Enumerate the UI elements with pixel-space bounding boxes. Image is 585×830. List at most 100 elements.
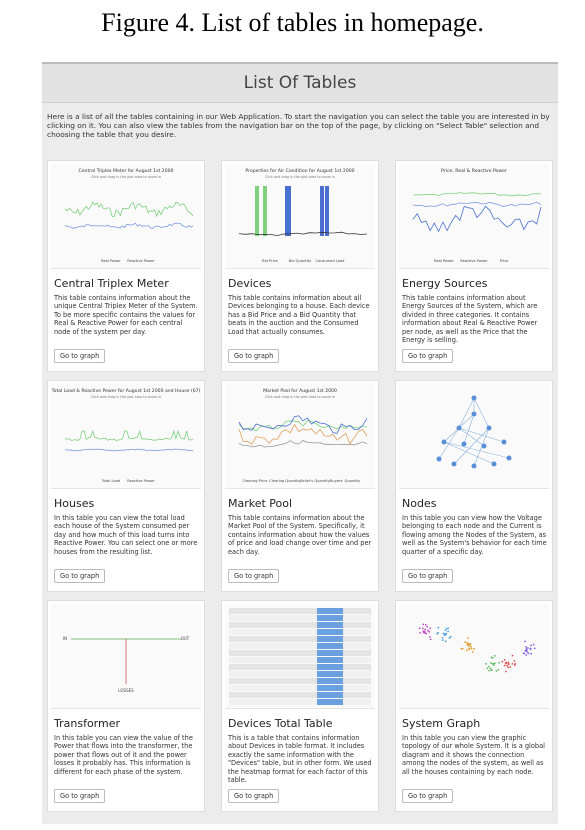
graph-node — [444, 640, 447, 643]
tree-node — [471, 411, 477, 417]
thumb-subtitle: Click and drag in the plot area to zoom … — [265, 175, 335, 179]
go-to-graph-button[interactable]: Go to graph — [228, 349, 280, 363]
heat-cell — [317, 664, 343, 670]
graph-node — [513, 664, 516, 667]
table-card[interactable]: IN OUT LOSSES Transformer In this table you … — [47, 600, 205, 812]
thumb-line — [412, 201, 542, 208]
card-description: This is a table that contains informatio… — [228, 734, 372, 785]
go-to-graph-button[interactable]: Go to graph — [402, 789, 454, 803]
graph-node — [501, 660, 504, 663]
graph-node — [418, 627, 421, 630]
graph-node — [441, 636, 444, 639]
tree-node — [481, 443, 487, 449]
heat-cell — [317, 699, 343, 705]
table-row — [229, 692, 371, 698]
card-description: This table contains information about al… — [228, 294, 370, 336]
graph-node — [422, 627, 424, 630]
graph-node — [422, 631, 425, 634]
table-row — [229, 643, 371, 649]
go-to-graph-button[interactable]: Go to graph — [228, 569, 280, 583]
app-panel: List Of Tables Here is a list of all the… — [42, 62, 558, 824]
card-title: Houses — [54, 497, 95, 510]
thumbnail-chart: Central Triplex Meter for August 1st 200… — [64, 168, 194, 263]
table-card[interactable]: Market Pool for August 1st 2000 Click and… — [221, 380, 379, 592]
graph-node — [523, 652, 526, 655]
table-card[interactable]: Central Triplex Meter for August 1st 200… — [47, 160, 205, 372]
heat-cell — [317, 692, 343, 698]
graph-node — [525, 646, 527, 648]
thumbnail-chart: Total Load & Reactive Power for August 1… — [51, 388, 201, 483]
thumbnail: Properties for Air Condition for August … — [225, 164, 375, 269]
tree-node — [486, 425, 492, 431]
graph-node — [426, 625, 429, 628]
card-description: In this table you can view the total loa… — [54, 514, 198, 556]
thumb-line — [64, 222, 194, 229]
graph-node — [507, 661, 510, 664]
graph-node — [443, 634, 446, 637]
heat-cell — [317, 608, 343, 614]
card-title: Energy Sources — [402, 277, 488, 290]
thumb-legend: Price — [500, 259, 510, 263]
graph-node — [530, 644, 532, 647]
heat-cell — [317, 657, 343, 663]
graph-node — [447, 627, 450, 630]
thumb-line — [238, 415, 368, 434]
graph-node — [526, 647, 529, 649]
go-to-graph-button[interactable]: Go to graph — [54, 349, 106, 363]
graph-node — [487, 665, 490, 668]
thumbnail-chart: IN OUT LOSSES — [63, 636, 190, 693]
thumbnail-chart — [229, 608, 371, 705]
graph-node — [493, 654, 496, 657]
tree-node — [501, 439, 507, 445]
graph-node — [493, 662, 496, 665]
card-title: Nodes — [402, 497, 437, 510]
table-card[interactable]: Nodes In this table you can view how the … — [395, 380, 553, 592]
thumb-bar — [320, 186, 324, 236]
go-to-graph-button[interactable]: Go to graph — [228, 789, 280, 803]
table-card[interactable]: Total Load & Reactive Power for August 1… — [47, 380, 205, 592]
card-description: In this table you can view how the Volta… — [402, 514, 547, 556]
tree-node — [471, 395, 477, 401]
thumbnail-chart: Properties for Air Condition for August … — [238, 168, 368, 263]
table-row — [229, 657, 371, 663]
tree-edge — [473, 397, 490, 429]
thumb-line — [64, 429, 194, 442]
table-row — [229, 650, 371, 656]
thumb-line — [64, 201, 194, 218]
thumbnail: IN OUT LOSSES — [51, 604, 201, 709]
heat-cell — [317, 685, 343, 691]
graph-node — [423, 630, 426, 633]
graph-node — [465, 649, 468, 652]
table-card[interactable]: Properties for Air Condition for August … — [221, 160, 379, 372]
thumb-legend: Real Power — [101, 259, 121, 263]
tree-edge — [458, 397, 475, 429]
graph-node — [506, 664, 509, 667]
go-to-graph-button[interactable]: Go to graph — [402, 569, 454, 583]
intro-text: Here is a list of all the tables contain… — [47, 112, 550, 139]
table-card[interactable]: Devices Total Table This is a table that … — [221, 600, 379, 812]
graph-node — [424, 628, 427, 631]
card-title: System Graph — [402, 717, 481, 730]
graph-node — [513, 659, 516, 662]
graph-node — [428, 636, 431, 638]
thumbnail-chart — [436, 395, 512, 469]
graph-node — [507, 663, 510, 666]
thumbnail: Central Triplex Meter for August 1st 200… — [51, 164, 201, 269]
tree-node — [441, 439, 447, 445]
go-to-graph-button[interactable]: Go to graph — [54, 789, 106, 803]
graph-node — [511, 662, 514, 665]
graph-node — [509, 666, 512, 669]
go-to-graph-button[interactable]: Go to graph — [402, 349, 454, 363]
graph-node — [507, 666, 510, 669]
table-card[interactable]: Price, Real & Reactive Power Real Power Re… — [395, 160, 553, 372]
table-card[interactable]: System Graph In this table you can view t… — [395, 600, 553, 812]
thumb-legend: Clearing Price — [243, 479, 269, 483]
card-description: This table contains information about En… — [402, 294, 538, 345]
graph-node — [467, 637, 469, 639]
graph-node — [460, 647, 463, 650]
page-title: List Of Tables — [42, 64, 558, 103]
thumb-line — [64, 448, 194, 452]
graph-node — [525, 648, 528, 650]
go-to-graph-button[interactable]: Go to graph — [54, 569, 106, 583]
graph-node — [489, 667, 492, 670]
